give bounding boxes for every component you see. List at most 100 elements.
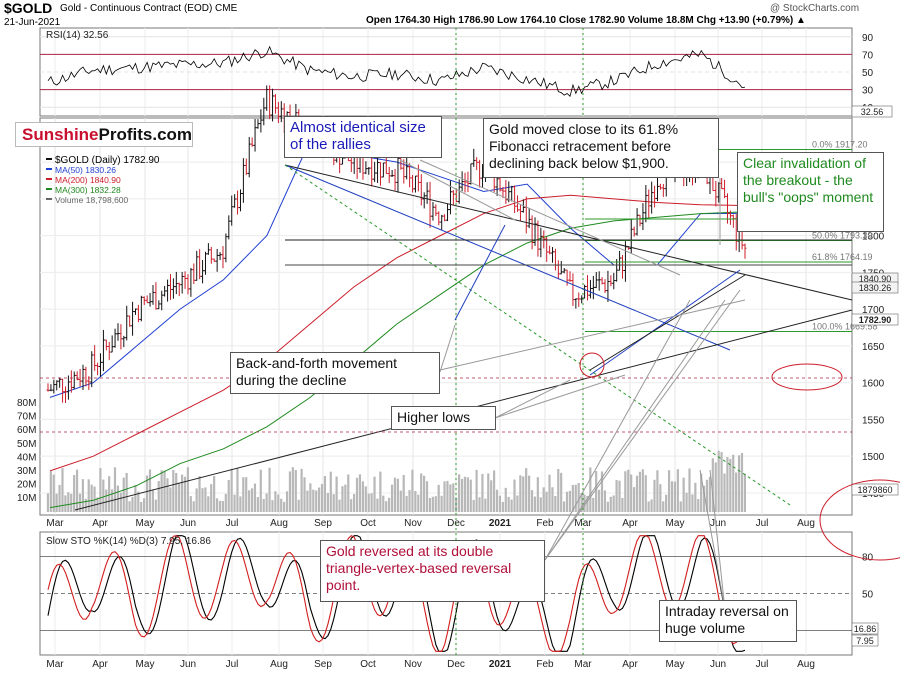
volume-bar bbox=[732, 454, 735, 512]
volume-bar bbox=[530, 490, 534, 512]
sto-x-tick-label: Apr bbox=[92, 659, 108, 670]
volume-bar bbox=[119, 492, 122, 512]
annotation-rallies: Almost identical size of the rallies bbox=[284, 116, 442, 158]
volume-bar bbox=[283, 501, 286, 512]
price-tag-label: 1830.26 bbox=[859, 283, 892, 293]
ohlc-summary: Open 1764.30 High 1786.90 Low 1764.10 Cl… bbox=[366, 15, 806, 26]
sto-x-tick-label: Feb bbox=[536, 659, 554, 670]
volume-bar bbox=[309, 483, 312, 512]
volume-bar bbox=[55, 493, 58, 512]
volume-bar bbox=[320, 483, 324, 512]
volume-bar bbox=[323, 476, 327, 512]
volume-bar bbox=[210, 484, 213, 512]
sto-x-tick-label: May bbox=[666, 659, 685, 670]
price-x-tick-label: Apr bbox=[92, 518, 108, 529]
volume-bar bbox=[536, 477, 539, 512]
price-y-tick-label: 1500 bbox=[862, 452, 885, 463]
volume-bar bbox=[513, 479, 516, 512]
ma-line-3 bbox=[49, 211, 745, 509]
volume-bar bbox=[58, 484, 61, 512]
volume-bar bbox=[498, 495, 502, 512]
trend-line-6 bbox=[454, 224, 506, 321]
volume-bar bbox=[393, 477, 397, 512]
price-x-tick-label: May bbox=[136, 518, 155, 529]
volume-bar bbox=[431, 496, 434, 512]
volume-bar bbox=[198, 476, 201, 512]
volume-bar bbox=[186, 467, 189, 512]
annotation-pointer bbox=[709, 469, 726, 611]
price-x-tick-label: Jul bbox=[756, 518, 769, 529]
volume-bar bbox=[204, 487, 207, 512]
price-y-tick-label: 1550 bbox=[862, 415, 885, 426]
trend-line-0 bbox=[284, 164, 853, 301]
volume-bar bbox=[694, 482, 697, 512]
annotation-pointer bbox=[544, 299, 726, 561]
volume-bar bbox=[428, 497, 432, 512]
volume-bar bbox=[180, 474, 184, 512]
volume-ellipse bbox=[819, 479, 900, 561]
volume-bar bbox=[522, 476, 525, 512]
volume-bar bbox=[592, 497, 595, 512]
sunshine-profits-logo: SunshineProfits.com bbox=[15, 122, 193, 147]
volume-bar bbox=[705, 479, 709, 512]
volume-bar bbox=[644, 475, 647, 512]
price-x-tick-label: Apr bbox=[622, 518, 638, 529]
volume-bar bbox=[697, 499, 700, 512]
volume-bar bbox=[379, 471, 382, 512]
price-x-tick-label: Jun bbox=[710, 518, 726, 529]
volume-bar bbox=[595, 471, 598, 512]
stockcharts-credit: @ StockCharts.com bbox=[770, 3, 860, 14]
rsi-last-value: 32.56 bbox=[861, 107, 884, 117]
volume-bar bbox=[472, 499, 475, 512]
price-x-tick-label: Mar bbox=[46, 518, 64, 529]
volume-axis-label: 70M bbox=[17, 412, 36, 423]
volume-bar bbox=[93, 486, 96, 512]
volume-bar bbox=[224, 493, 227, 512]
sto-y-tick-label: 50 bbox=[862, 590, 874, 601]
volume-bar bbox=[364, 486, 367, 512]
volume-bar bbox=[350, 499, 353, 512]
volume-bar bbox=[516, 495, 519, 512]
volume-bar bbox=[143, 498, 146, 512]
volume-bar bbox=[49, 471, 52, 512]
rsi-tag-box bbox=[851, 105, 893, 118]
volume-bar bbox=[227, 480, 230, 512]
volume-bar bbox=[137, 491, 140, 512]
volume-bar bbox=[402, 475, 405, 512]
symbol-title: $GOLD bbox=[4, 0, 53, 16]
volume-bar bbox=[463, 476, 467, 512]
volume-bar bbox=[113, 467, 117, 512]
volume-bar bbox=[743, 473, 746, 512]
volume-bar bbox=[627, 469, 630, 512]
volume-bar bbox=[726, 457, 729, 512]
fib-level-label: 0.0% 1917.20 bbox=[812, 139, 868, 149]
annotation-pointer bbox=[494, 374, 626, 419]
volume-bar bbox=[586, 495, 589, 512]
volume-bar bbox=[510, 499, 513, 512]
volume-bar bbox=[527, 475, 531, 512]
volume-bar bbox=[624, 471, 627, 512]
volume-bar bbox=[385, 501, 388, 512]
legend-swatch bbox=[46, 198, 52, 200]
volume-bar bbox=[717, 450, 720, 512]
volume-bar bbox=[388, 497, 391, 512]
volume-bar bbox=[673, 481, 677, 512]
volume-bar bbox=[218, 500, 222, 512]
price-y-tick-label: 1700 bbox=[862, 305, 885, 316]
price-tag-label: 1840.90 bbox=[859, 274, 892, 284]
volume-axis-label: 50M bbox=[17, 439, 36, 450]
price-legend-entry: MA(200) 1840.90 bbox=[55, 175, 121, 185]
volume-bar bbox=[411, 469, 414, 512]
price-tag-box bbox=[851, 313, 899, 326]
volume-bar bbox=[361, 481, 364, 512]
sto-x-tick-label: Apr bbox=[622, 659, 638, 670]
volume-bar bbox=[682, 477, 685, 512]
volume-bar bbox=[665, 494, 668, 512]
volume-bar bbox=[108, 476, 111, 512]
rsi-line bbox=[47, 45, 746, 97]
volume-bar bbox=[632, 487, 636, 512]
volume-bar bbox=[99, 468, 102, 512]
volume-bar bbox=[303, 477, 306, 512]
price-legend-entry: $GOLD (Daily) 1782.90 bbox=[55, 155, 160, 166]
annotation-pointer bbox=[544, 299, 691, 561]
